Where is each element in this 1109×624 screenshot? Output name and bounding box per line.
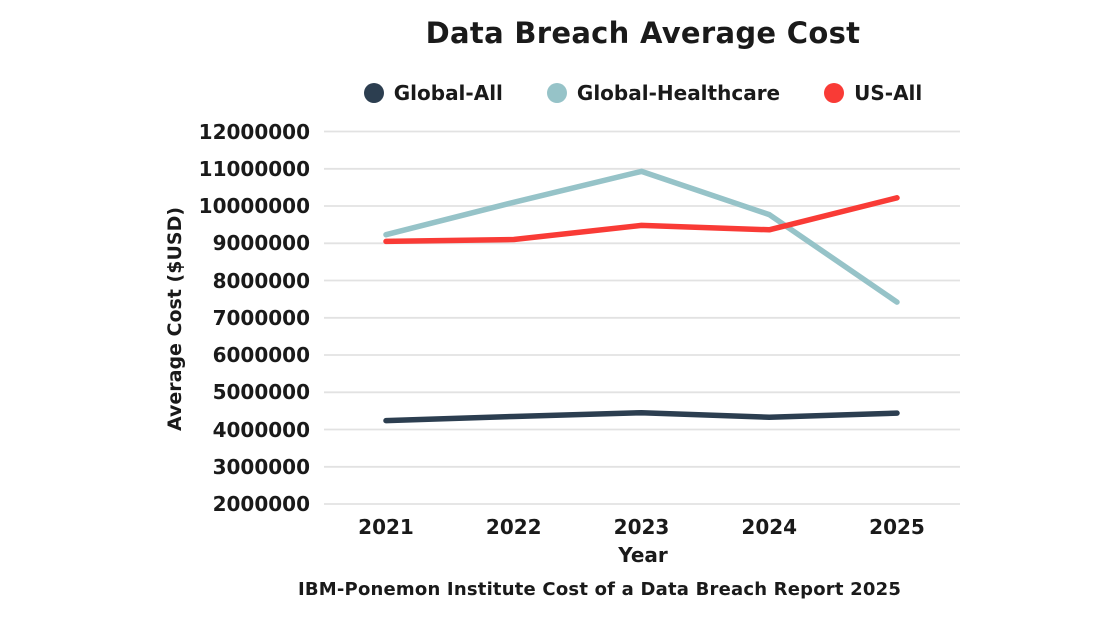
legend-label: Global-All (393, 81, 503, 105)
x-axis-title: Year (618, 543, 668, 567)
legend-item-us-all: US-All (824, 81, 922, 105)
legend-dot-icon (363, 83, 384, 103)
series-line-global-healthcare (383, 168, 900, 305)
y-tick-label: 2000000 (212, 492, 310, 516)
x-tick-label-2021: 2021 (358, 515, 414, 539)
plot-area (324, 130, 960, 505)
legend-dot-icon (824, 83, 845, 103)
y-tick-label: 7000000 (212, 305, 310, 330)
chart-legend: Global-All Global-Healthcare US-All (178, 78, 1108, 108)
y-tick-label: 12000000 (198, 119, 310, 144)
legend-dot-icon (546, 83, 567, 103)
y-tick-label: 4000000 (212, 417, 310, 442)
source-caption: IBM-Ponemon Institute Cost of a Data Bre… (297, 579, 902, 600)
y-tick-label: 3000000 (212, 454, 310, 479)
x-tick-label-2022: 2022 (485, 515, 542, 539)
y-tick-label: 9000000 (212, 231, 310, 256)
legend-label: Global-Healthcare (576, 81, 781, 105)
y-tick-label: 8000000 (212, 268, 310, 293)
x-tick-label-2025: 2025 (869, 515, 925, 539)
legend-item-global-all: Global-All (363, 81, 503, 105)
y-tick-label: 11000000 (198, 156, 310, 181)
y-tick-label: 5000000 (212, 380, 310, 405)
series-line-us-all (383, 195, 900, 245)
chart-title: Data Breach Average Cost (425, 16, 861, 50)
x-tick-label-2023: 2023 (613, 515, 670, 539)
y-tick-label: 10000000 (198, 194, 310, 218)
legend-item-global-healthcare: Global-Healthcare (546, 81, 781, 105)
legend-label: US-All (854, 81, 923, 105)
series-line-global-all (383, 409, 900, 424)
y-tick-labels: 2000000 3000000 4000000 5000000 6000000 70000… (165, 0, 310, 624)
x-tick-label-2024: 2024 (741, 515, 798, 539)
y-tick-label: 6000000 (212, 343, 310, 367)
